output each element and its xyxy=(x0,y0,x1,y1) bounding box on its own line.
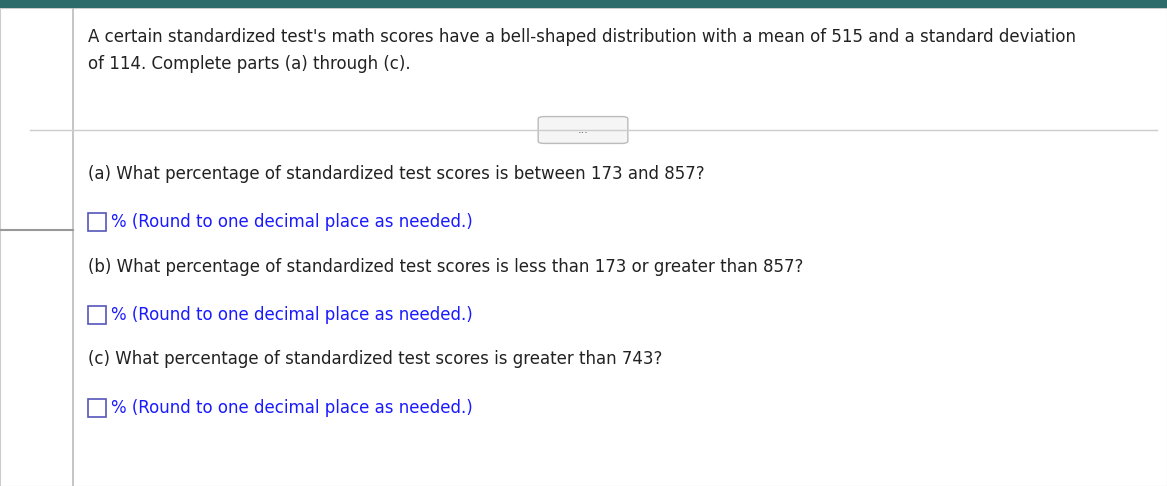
Text: % (Round to one decimal place as needed.): % (Round to one decimal place as needed.… xyxy=(111,213,473,231)
FancyBboxPatch shape xyxy=(538,117,628,143)
Text: % (Round to one decimal place as needed.): % (Round to one decimal place as needed.… xyxy=(111,399,473,417)
Text: (a) What percentage of standardized test scores is between 173 and 857?: (a) What percentage of standardized test… xyxy=(88,165,705,183)
Text: (b) What percentage of standardized test scores is less than 173 or greater than: (b) What percentage of standardized test… xyxy=(88,258,803,276)
Text: (c) What percentage of standardized test scores is greater than 743?: (c) What percentage of standardized test… xyxy=(88,350,663,368)
FancyBboxPatch shape xyxy=(88,213,106,231)
Text: of 114. Complete parts (a) through (c).: of 114. Complete parts (a) through (c). xyxy=(88,55,411,73)
Text: % (Round to one decimal place as needed.): % (Round to one decimal place as needed.… xyxy=(111,306,473,324)
Text: A certain standardized test's math scores have a bell-shaped distribution with a: A certain standardized test's math score… xyxy=(88,28,1076,46)
Text: ...: ... xyxy=(578,125,588,135)
FancyBboxPatch shape xyxy=(0,0,1167,8)
FancyBboxPatch shape xyxy=(88,399,106,417)
FancyBboxPatch shape xyxy=(88,306,106,324)
